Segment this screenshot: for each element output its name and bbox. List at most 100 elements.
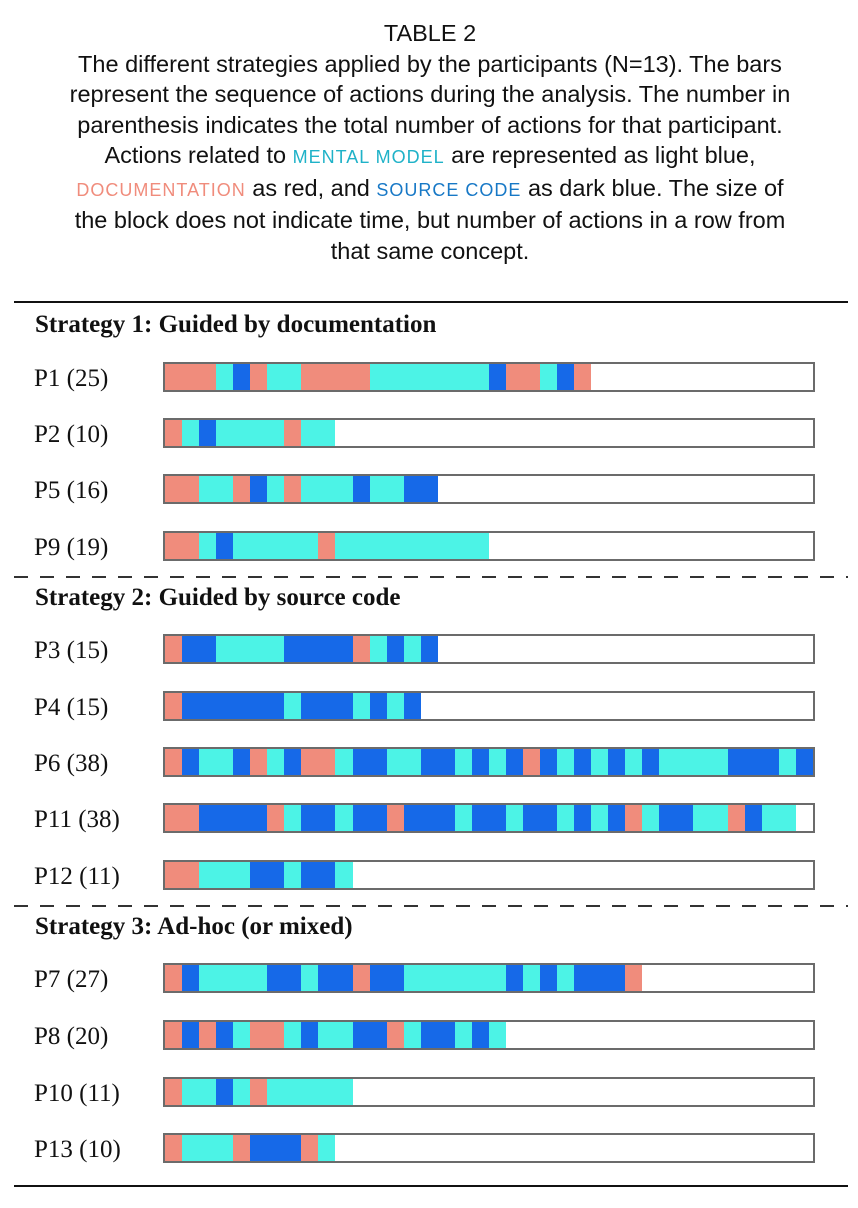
participant-label: P6 (38): [34, 750, 109, 777]
action-sequence-bar: [163, 418, 815, 448]
mental-model-action-block: [335, 862, 353, 888]
mental-model-action-block: [182, 1079, 200, 1105]
mental-model-action-block: [369, 636, 387, 662]
mental-model-action-block: [403, 1022, 421, 1048]
documentation-action-block: [250, 1022, 268, 1048]
source-code-action-block: [182, 749, 200, 775]
mental-model-action-block: [301, 420, 319, 446]
mental-model-action-block: [437, 533, 455, 559]
mental-model-action-block: [267, 533, 285, 559]
source-code-action-block: [574, 805, 592, 831]
mental-model-action-block: [693, 749, 711, 775]
source-code-action-block: [795, 749, 813, 775]
source-code-action-block: [301, 1022, 319, 1048]
caption-line: parenthesis indicates the total number o…: [77, 111, 783, 138]
source-code-action-block: [608, 749, 626, 775]
documentation-action-block: [165, 1022, 183, 1048]
mental-model-action-block: [403, 364, 421, 390]
mental-model-action-block: [454, 533, 472, 559]
mental-model-action-block: [488, 965, 506, 991]
source-code-action-block: [284, 636, 302, 662]
mental-model-action-block: [454, 965, 472, 991]
source-code-action-block: [642, 749, 660, 775]
mental-model-action-block: [199, 476, 217, 502]
source-code-action-block: [318, 693, 336, 719]
documentation-action-block: [165, 1135, 183, 1161]
source-code-action-block: [250, 805, 268, 831]
mental-model-action-block: [301, 533, 319, 559]
source-code-action-block: [403, 693, 421, 719]
action-sequence-bar: [163, 1077, 815, 1107]
mental-model-action-block: [267, 636, 285, 662]
participant-label: P5 (16): [34, 477, 109, 504]
caption-text: Actions related to: [104, 142, 287, 168]
source-code-action-block: [233, 364, 251, 390]
mental-model-action-block: [693, 805, 711, 831]
mental-model-action-block: [403, 636, 421, 662]
section-divider: [14, 905, 848, 907]
documentation-action-block: [727, 805, 745, 831]
mental-model-action-block: [284, 805, 302, 831]
source-code-action-block: [420, 476, 438, 502]
source-code-action-block: [267, 965, 285, 991]
caption-line: Actions related to MENTAL MODEL are repr…: [14, 140, 846, 173]
mental-model-action-block: [557, 805, 575, 831]
mental-model-action-block: [420, 533, 438, 559]
table-number: TABLE 2: [383, 20, 477, 46]
mental-model-action-block: [301, 476, 319, 502]
mental-model-action-block: [284, 533, 302, 559]
mental-model-action-block: [284, 1079, 302, 1105]
documentation-action-block: [318, 364, 336, 390]
source-code-action-block: [761, 749, 779, 775]
source-code-action-block: [437, 805, 455, 831]
mental-model-action-block: [369, 476, 387, 502]
action-sequence-bar: [163, 531, 815, 561]
documentation-action-block: [301, 749, 319, 775]
source-code-action-block: [216, 805, 234, 831]
mental-model-action-block: [386, 364, 404, 390]
mental-model-action-block: [403, 965, 421, 991]
source-code-action-block: [420, 636, 438, 662]
caption-text: as dark blue. The size of: [527, 174, 784, 201]
strategy-title: Strategy 2: Guided by source code: [35, 584, 401, 611]
documentation-action-block: [267, 1022, 285, 1048]
mental-model-action-block: [386, 749, 404, 775]
mental-model-action-block: [505, 805, 523, 831]
source-code-action-block: [182, 1022, 200, 1048]
source-code-action-block: [335, 693, 353, 719]
documentation-action-block: [352, 364, 370, 390]
source-code-action-block: [386, 965, 404, 991]
documentation-action-block: [199, 1022, 217, 1048]
mental-model-action-block: [284, 862, 302, 888]
mental-model-action-block: [403, 749, 421, 775]
mental-model-action-block: [267, 476, 285, 502]
mental-model-action-block: [250, 420, 268, 446]
documentation-action-block: [318, 749, 336, 775]
source-code-action-block: [403, 805, 421, 831]
mental-model-action-block: [591, 749, 609, 775]
caption-line: DOCUMENTATION as red, and SOURCE CODE as…: [14, 173, 846, 206]
source-code-action-block: [505, 965, 523, 991]
source-code-action-block: [233, 805, 251, 831]
mental-model-action-block: [352, 533, 370, 559]
source-code-action-block: [471, 805, 489, 831]
participant-label: P12 (11): [34, 863, 120, 890]
participant-label: P7 (27): [34, 966, 109, 993]
mental-model-action-block: [471, 364, 489, 390]
source-code-action-block: [284, 1135, 302, 1161]
source-code-action-block: [744, 805, 762, 831]
documentation-action-block: [352, 965, 370, 991]
mental-model-action-block: [267, 749, 285, 775]
documentation-action-block: [199, 364, 217, 390]
source-code-action-block: [505, 749, 523, 775]
mental-model-action-block: [386, 693, 404, 719]
source-code-action-block: [216, 1022, 234, 1048]
mental-model-action-block: [386, 533, 404, 559]
mental-model-action-block: [216, 749, 234, 775]
participant-label: P10 (11): [34, 1080, 120, 1107]
mental-model-action-block: [267, 420, 285, 446]
documentation-action-block: [165, 862, 183, 888]
source-code-action-block: [522, 805, 541, 831]
mental-model-action-block: [267, 364, 285, 390]
source-code-action-block: [233, 693, 251, 719]
